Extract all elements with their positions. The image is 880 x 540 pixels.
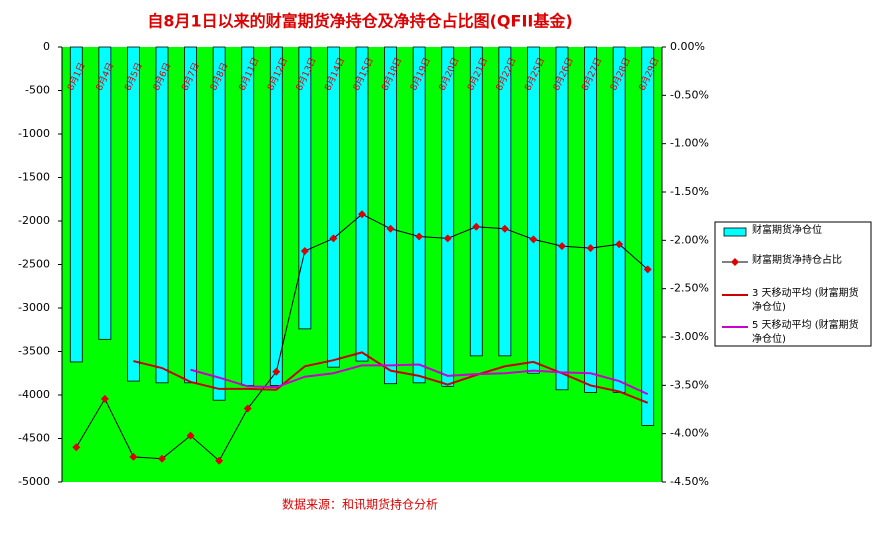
- marker: [158, 454, 166, 463]
- y-tick-label: -1500: [18, 171, 50, 184]
- bar: [269, 46, 283, 386]
- y2-tick-label: -3.00%: [670, 330, 709, 343]
- y-tick-label: -1000: [18, 127, 50, 140]
- legend-label: 5 天移动平均 (财富期货净仓位): [752, 320, 859, 345]
- bar: [127, 46, 140, 382]
- marker: [129, 452, 138, 461]
- y2-tick-label: -4.00%: [670, 427, 709, 440]
- legend-box: [714, 221, 872, 347]
- line: [190, 363, 649, 396]
- legend-swatch: [723, 227, 747, 237]
- marker: [529, 235, 538, 244]
- marker: [386, 224, 395, 233]
- legend-label: 财富期货净持仓占比: [752, 255, 842, 266]
- source: 数据来源：和讯期货持仓分析: [282, 497, 438, 512]
- marker: [358, 210, 366, 219]
- marker: [100, 394, 109, 403]
- y-tick-label: -4000: [18, 388, 50, 401]
- legend-item: 财富期货净持仓占比: [752, 255, 842, 266]
- y-tick-label: -4500: [18, 432, 50, 445]
- bar: [298, 46, 312, 330]
- marker: [186, 431, 195, 440]
- y2-tick-label: -1.00%: [670, 137, 709, 150]
- y2-tick-label: -3.50%: [670, 378, 709, 391]
- marker: [643, 265, 652, 274]
- bar: [555, 46, 569, 391]
- bar: [469, 46, 483, 357]
- y2-tick-label: -4.50%: [670, 475, 709, 488]
- bar: [355, 46, 369, 362]
- bar: [241, 46, 255, 386]
- bar: [441, 46, 455, 387]
- y-tick-label: -3000: [18, 301, 50, 314]
- y-tick-label: -3500: [18, 345, 50, 358]
- marker: [415, 232, 424, 241]
- bar: [412, 46, 426, 384]
- y2-tick-label: -2.50%: [670, 282, 709, 295]
- bar: [327, 46, 340, 368]
- y-tick-label: -2000: [18, 214, 50, 227]
- legend-item: 财富期货净仓位: [752, 225, 822, 236]
- marker: [586, 244, 595, 253]
- y-tick-label: -500: [25, 84, 50, 97]
- legend-label: 3 天移动平均 (财富期货净仓位): [752, 288, 859, 313]
- marker: [272, 367, 281, 376]
- bar: [641, 46, 655, 426]
- bar: [527, 46, 540, 374]
- marker: [472, 222, 481, 231]
- marker: [500, 224, 509, 233]
- bar: [155, 46, 169, 384]
- legend-item: 5 天移动平均 (财富期货净仓位): [752, 320, 859, 345]
- bar: [184, 46, 197, 384]
- bar: [98, 46, 112, 340]
- marker: [72, 443, 81, 452]
- bar: [384, 46, 397, 385]
- legend-label: 财富期货净仓位: [752, 225, 822, 236]
- marker: [329, 234, 338, 243]
- y2-tick-label: -0.50%: [670, 88, 709, 101]
- bar: [212, 46, 226, 401]
- marker: [558, 242, 566, 251]
- y-tick-label: -5000: [18, 475, 50, 488]
- legend-marker: [731, 258, 739, 266]
- marker: [300, 246, 309, 255]
- legend-item: 3 天移动平均 (财富期货净仓位): [752, 288, 859, 313]
- marker: [443, 234, 452, 243]
- marker: [243, 404, 252, 413]
- chart-title: 自8月1日以来的财富期货净持仓及净持仓占比图(QFII基金): [147, 12, 572, 31]
- y2-tick-label: 0.00%: [670, 40, 705, 53]
- bar: [69, 46, 83, 363]
- marker: [215, 456, 224, 465]
- y-tick-label: 0: [43, 40, 50, 53]
- y-tick-label: -2500: [18, 258, 50, 271]
- y2-tick-label: -2.00%: [670, 233, 709, 246]
- bar: [612, 46, 626, 393]
- marker: [615, 240, 624, 249]
- bar: [498, 46, 512, 357]
- y2-tick-label: -1.50%: [670, 185, 709, 198]
- bar: [584, 46, 597, 393]
